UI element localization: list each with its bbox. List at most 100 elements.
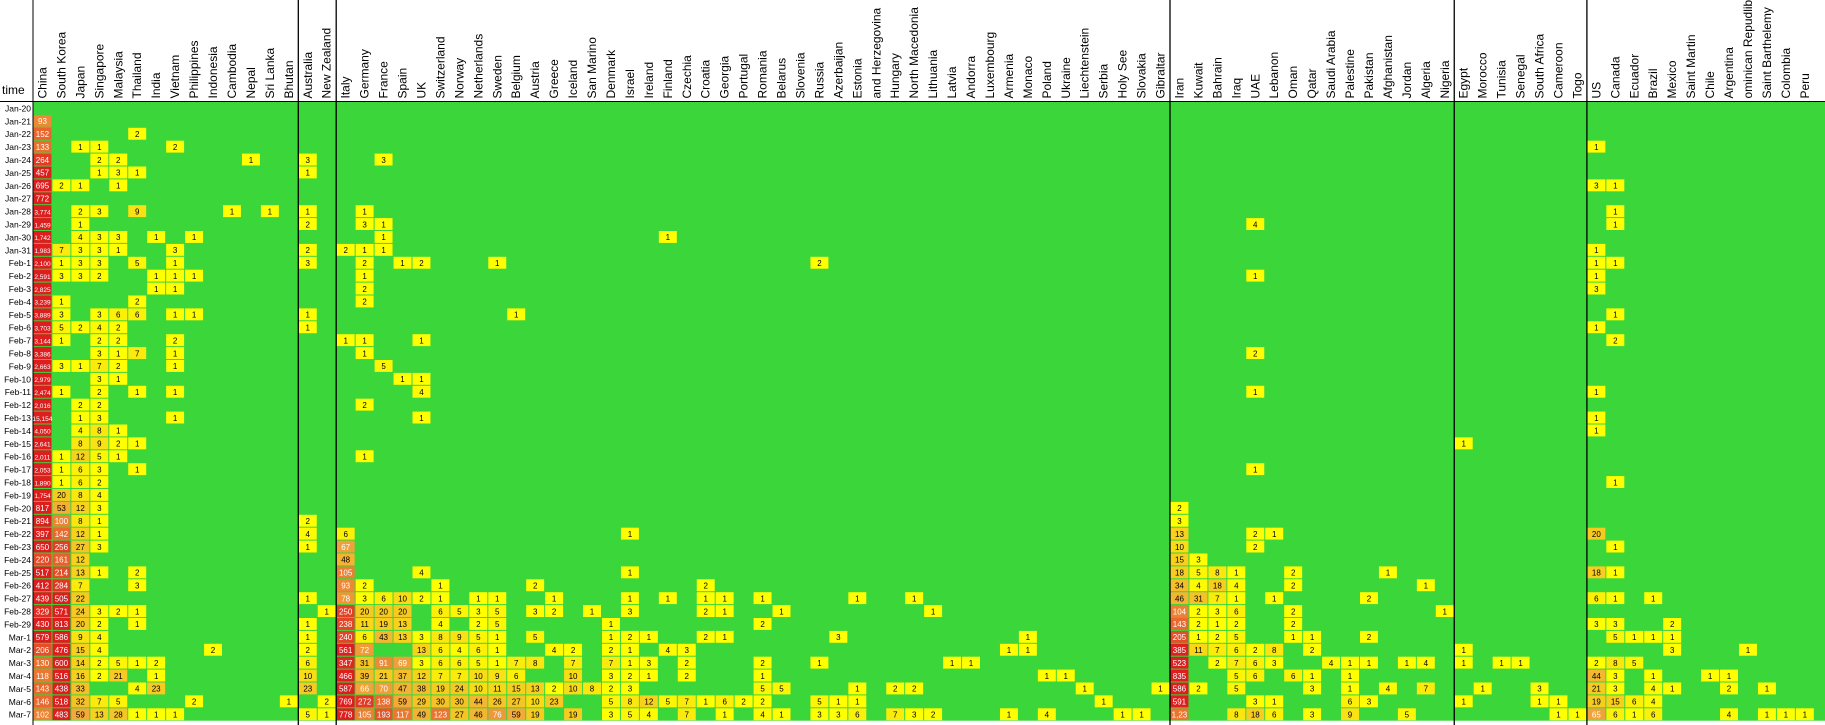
cell-value-label: 143 [36, 685, 50, 694]
cell-value-label: 38 [417, 685, 426, 694]
cell-value-label: 1 [1158, 685, 1163, 694]
cell-value-label: 2 [192, 698, 197, 707]
cell-value-label: 1 [78, 143, 83, 152]
cell-value-label: 16 [76, 672, 85, 681]
cell-value-label: 1 [59, 336, 64, 345]
cell-value-label: 4 [306, 530, 311, 539]
cell-value-label: 695 [36, 182, 50, 191]
cell-value-label: 1 [1272, 594, 1277, 603]
heatmap-cell [71, 592, 90, 605]
cell-value-label: 6 [1613, 711, 1618, 720]
heatmap-cell [658, 592, 677, 605]
cell-value-label: 13 [1175, 530, 1184, 539]
cell-value-label: 5 [495, 607, 500, 616]
heatmap-cell [374, 231, 393, 243]
cell-value-label: 9 [495, 672, 500, 681]
cell-value-label: 15,154 [33, 416, 53, 423]
cell-value-label: 46 [474, 711, 483, 720]
cell-value-label: 6 [381, 594, 386, 603]
heatmap-cell [33, 450, 52, 463]
heatmap-cell [298, 527, 317, 540]
heatmap-cell [71, 579, 90, 592]
cell-value-label: 1 [1613, 478, 1618, 487]
heatmap-cell [355, 295, 374, 308]
heatmap-cell [90, 424, 109, 437]
cell-value-label: 476 [55, 646, 69, 655]
heatmap-cell [1587, 385, 1606, 398]
heatmap-cell [52, 695, 71, 708]
heatmap-cell [33, 308, 52, 321]
heatmap-cell [1587, 179, 1606, 192]
cell-value-label: 1 [306, 169, 311, 178]
heatmap-cell [317, 605, 336, 617]
cell-value-label: 1 [1461, 698, 1466, 707]
cell-value-label: 2 [1367, 633, 1372, 642]
heatmap-cell [90, 166, 109, 179]
heatmap-cell [52, 553, 71, 566]
heatmap-cell [298, 669, 317, 682]
heatmap-cell [71, 489, 90, 501]
heatmap-cell [1170, 669, 1189, 682]
heatmap-cell [545, 643, 564, 656]
cell-value-label: 18 [1213, 582, 1222, 591]
heatmap-cell [1606, 218, 1625, 230]
cell-value-label: 3 [97, 504, 102, 513]
cell-value-label: 1 [173, 272, 178, 281]
heatmap-cell [71, 437, 90, 450]
cell-value-label: 2 [362, 298, 367, 307]
heatmap-cell [393, 592, 412, 605]
cell-value-label: 13 [531, 685, 540, 694]
heatmap-cell [450, 669, 469, 682]
column-header-gibraltar: Gibraltar [1154, 52, 1168, 98]
cell-value-label: 78 [341, 594, 350, 603]
heatmap-cell [33, 166, 52, 179]
cell-value-label: 2,979 [34, 377, 51, 384]
cell-value-label: 20 [1592, 530, 1601, 539]
cell-value-label: 13 [398, 633, 407, 642]
cell-value-label: 2 [1215, 659, 1220, 668]
heatmap-cell [52, 476, 71, 488]
cell-value-label: 3 [419, 659, 424, 668]
cell-value-label: 4 [552, 646, 557, 655]
cell-value-label: 27 [512, 698, 521, 707]
heatmap-cell [52, 566, 71, 579]
cell-value-label: 3 [59, 362, 64, 371]
cell-value-label: 1 [760, 594, 765, 603]
column-header-france: France [377, 61, 391, 99]
cell-value-label: 1 [116, 246, 121, 255]
column-header-china: China [35, 67, 49, 99]
heatmap-cell [412, 566, 431, 579]
heatmap-cell [412, 682, 431, 695]
heatmap-cell [507, 656, 526, 669]
cell-value-label: 650 [36, 543, 50, 552]
cell-value-label: 1 [912, 594, 917, 603]
heatmap-cell [33, 489, 52, 501]
column-header-hungary: Hungary [888, 53, 902, 98]
cell-value-label: 1 [855, 685, 860, 694]
cell-value-label: 7 [59, 246, 64, 255]
cell-value-label: 11 [1194, 646, 1203, 655]
cell-value-label: 5 [609, 698, 614, 707]
row-label-mar-5: Mar-5 [9, 684, 31, 694]
cell-value-label: 2,591 [34, 274, 51, 281]
cell-value-label: 2 [1594, 659, 1599, 668]
heatmap-cell [1018, 630, 1037, 643]
cell-value-label: 2 [1215, 633, 1220, 642]
cell-value-label: 12 [76, 530, 85, 539]
heatmap-cell [412, 372, 431, 385]
cell-value-label: 2 [362, 285, 367, 294]
cell-value-label: 3,239 [34, 300, 51, 307]
heatmap-cell [1568, 708, 1587, 721]
heatmap-cell [71, 256, 90, 269]
cell-value-label: 20 [76, 620, 85, 629]
cell-value-label: 1 [931, 607, 936, 616]
cell-value-label: 3 [1670, 646, 1675, 655]
cell-value-label: 67 [341, 543, 350, 552]
column-header-nepal: Nepal [244, 67, 258, 98]
heatmap-cell [1663, 630, 1682, 643]
cell-value-label: 2,663 [34, 364, 51, 371]
heatmap-cell [620, 527, 639, 540]
heatmap-cell [336, 630, 355, 643]
cell-value-label: 1 [135, 465, 140, 474]
heatmap-cell [355, 347, 374, 359]
